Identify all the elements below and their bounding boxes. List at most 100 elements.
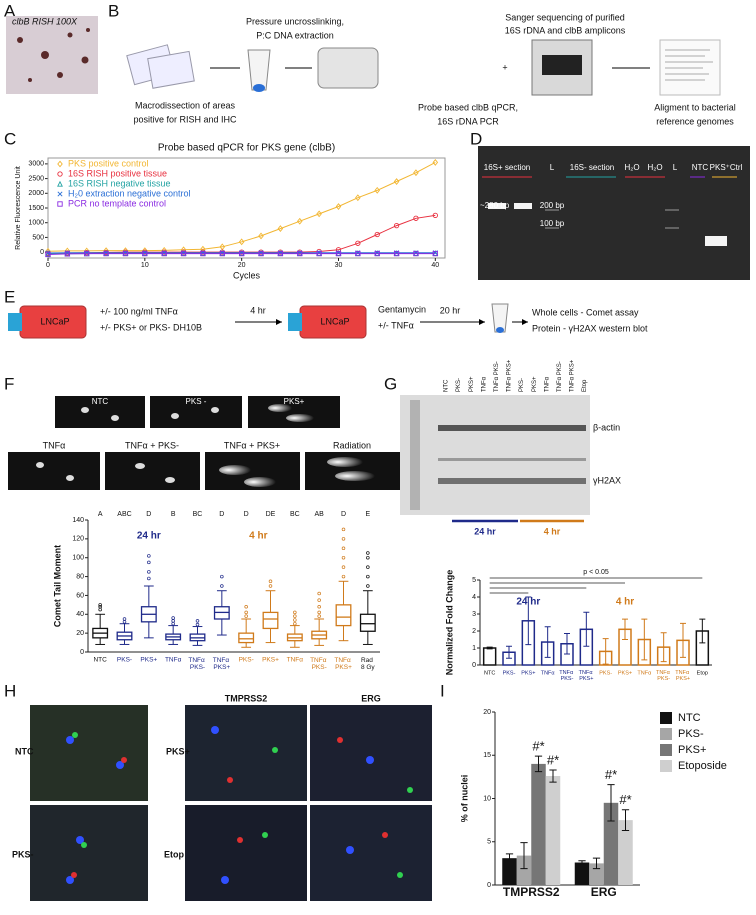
outlier bbox=[244, 604, 248, 609]
point bbox=[239, 250, 245, 257]
fish-images bbox=[30, 705, 432, 901]
flask-icon bbox=[8, 303, 528, 339]
x-tick-label: TNFα PKS- bbox=[188, 657, 206, 671]
group-label: 4 hr bbox=[249, 531, 267, 542]
lane-label: L bbox=[673, 163, 678, 172]
y-tick-label: 20 bbox=[483, 709, 491, 716]
point bbox=[103, 250, 109, 257]
error-bar bbox=[602, 638, 609, 665]
x-tick-label: TNFα bbox=[541, 670, 556, 676]
chart-title: Probe based qPCR for PKS gene (clbB) bbox=[158, 143, 335, 154]
panel-label: H bbox=[4, 681, 16, 700]
point bbox=[374, 250, 380, 257]
outlier bbox=[366, 574, 370, 579]
x-tick-label: TNFα PKS- bbox=[656, 670, 671, 682]
x-tick-label: PKS+ bbox=[618, 670, 632, 676]
point bbox=[432, 158, 439, 166]
outlier bbox=[268, 584, 273, 588]
x-tick-label: TMPRSS2 bbox=[503, 885, 560, 899]
point bbox=[200, 250, 206, 257]
panel-label: C bbox=[4, 129, 16, 148]
group-letter: BC bbox=[290, 511, 300, 518]
plot-frame bbox=[47, 157, 446, 259]
significance-mark: #* bbox=[547, 752, 559, 767]
bar bbox=[603, 802, 619, 885]
image-label: PKS+ bbox=[284, 397, 305, 406]
bar bbox=[531, 763, 546, 885]
y-tick-label: 100 bbox=[72, 555, 84, 562]
image-label: TNFα + PKS- bbox=[125, 440, 179, 450]
step-text: Protein - γH2AX western blot bbox=[532, 323, 648, 333]
y-tick-label: 1500 bbox=[28, 205, 44, 212]
lane-label: PKS⁺Ctrl bbox=[710, 163, 743, 172]
error-bar bbox=[506, 645, 512, 659]
point bbox=[180, 250, 187, 257]
box bbox=[335, 604, 352, 627]
series-line bbox=[47, 161, 436, 252]
y-tick-label: 40 bbox=[76, 611, 84, 618]
step-text: reference genomes bbox=[656, 116, 734, 126]
point bbox=[413, 169, 419, 177]
rish-image bbox=[6, 16, 98, 94]
rish-stain bbox=[17, 28, 90, 82]
legend-label: 16S RISH negative tissue bbox=[68, 178, 171, 188]
lane-label: TNFα PKS- bbox=[557, 361, 563, 392]
error-bar bbox=[525, 596, 532, 646]
panel-label: E bbox=[4, 287, 15, 306]
lane-label: TNFα bbox=[481, 376, 487, 392]
time-label: 4 hr bbox=[250, 305, 266, 315]
y-tick-label: 2 bbox=[472, 628, 476, 635]
outlier bbox=[171, 619, 175, 623]
x-tick-label: PKS- bbox=[503, 670, 516, 676]
outlier bbox=[147, 560, 151, 565]
legend-marker bbox=[57, 160, 63, 168]
outlier bbox=[317, 610, 321, 615]
bar bbox=[618, 820, 633, 885]
outlier bbox=[366, 555, 370, 560]
y-axis-label: Comet Tail Moment bbox=[52, 545, 62, 627]
step-text: Probe based clbB qPCR, bbox=[418, 102, 518, 112]
legend-label: Etoposide bbox=[678, 760, 727, 772]
x-tick-label: TNFα PKS+ bbox=[334, 657, 352, 671]
image-label: TNFα bbox=[43, 440, 66, 450]
row-label: PKS+ bbox=[166, 746, 190, 756]
legend-swatch bbox=[660, 712, 672, 724]
error-bar bbox=[534, 755, 543, 773]
image-label: TNFα + PKS+ bbox=[224, 440, 280, 450]
y-tick-label: 3 bbox=[472, 611, 476, 618]
column-label: ERG bbox=[361, 693, 381, 703]
x-tick-label: PKS+ bbox=[140, 657, 157, 664]
x-tick-label: TNFα PKS- bbox=[559, 670, 574, 682]
x-tick-label: PKS+ bbox=[262, 657, 279, 664]
x-tick-label: 40 bbox=[431, 262, 439, 269]
x-tick-label: Etop bbox=[697, 670, 708, 676]
point bbox=[393, 222, 400, 229]
legend-label: H₂0 extraction negative control bbox=[68, 188, 191, 198]
outlier bbox=[366, 584, 370, 588]
point bbox=[238, 238, 245, 246]
point bbox=[297, 250, 303, 257]
x-tick-label: ERG bbox=[591, 885, 617, 899]
x-tick-label: PKS+ bbox=[521, 670, 535, 676]
error-bar bbox=[622, 618, 628, 640]
x-tick-label: PKS- bbox=[239, 657, 254, 664]
image-label: PKS - bbox=[186, 397, 207, 406]
y-tick-label: 15 bbox=[483, 752, 491, 759]
x-tick-label: NTC bbox=[484, 670, 495, 676]
outlier bbox=[341, 527, 346, 532]
error-bar bbox=[486, 646, 493, 650]
step-text: Macrodissection of areas bbox=[135, 100, 236, 110]
point bbox=[432, 250, 438, 257]
y-tick-label: 5 bbox=[487, 839, 491, 846]
outlier bbox=[293, 610, 297, 615]
step-text: 16S rDNA and clbB amplicons bbox=[505, 25, 626, 35]
outlier bbox=[122, 617, 127, 621]
legend-marker bbox=[57, 191, 63, 197]
panel-label: I bbox=[440, 681, 445, 700]
lane-label: TNFα PKS+ bbox=[507, 359, 513, 392]
outlier bbox=[195, 622, 200, 627]
p-value: p < 0.05 bbox=[583, 569, 609, 576]
outlier bbox=[317, 598, 321, 602]
group-label: 4 hr bbox=[616, 597, 634, 608]
x-tick-label: 20 bbox=[238, 262, 246, 269]
